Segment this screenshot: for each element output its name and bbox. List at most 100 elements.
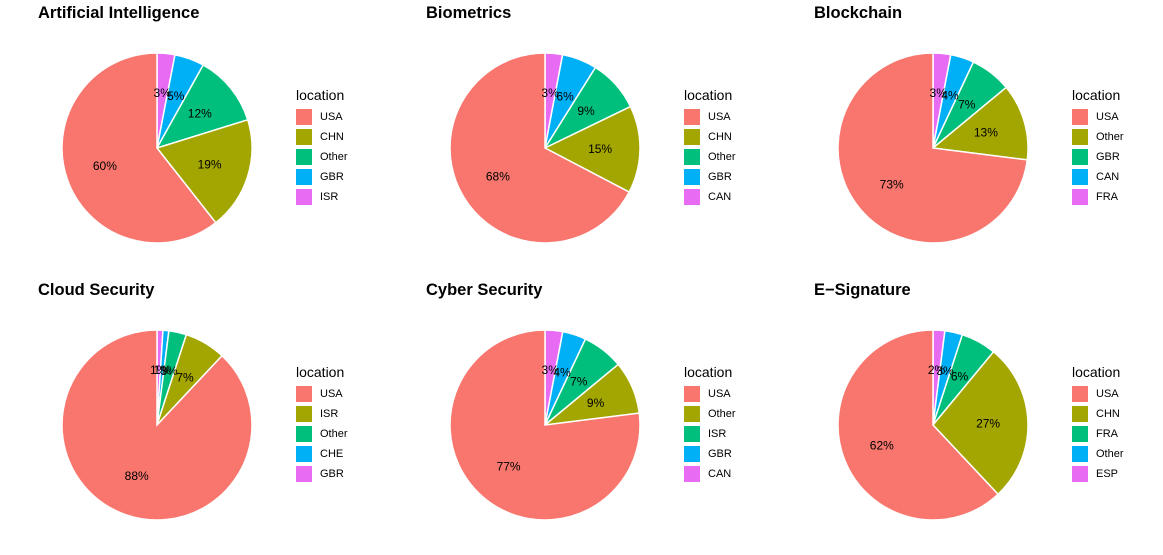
slice-label: 3%: [542, 363, 560, 377]
legend-key: [1072, 386, 1088, 402]
legend-item: FRA: [1072, 187, 1124, 207]
slice-label: 73%: [880, 177, 904, 191]
legend-label: CHN: [320, 131, 344, 143]
legend-title: location: [1072, 87, 1121, 103]
legend-key: [1072, 466, 1088, 482]
legend-item: ESP: [1072, 464, 1124, 484]
legend-key: [296, 426, 312, 442]
slice-label: 3%: [541, 86, 559, 100]
legend-label: CHN: [708, 131, 732, 143]
pie-chart: 3%4%7% 9% 77%: [449, 329, 641, 521]
legend-item: GBR: [296, 464, 348, 484]
legend-label: Other: [1096, 131, 1124, 143]
legend-item: Other: [684, 404, 736, 424]
pie-slice-usa: [61, 329, 253, 521]
legend-label: ISR: [320, 191, 339, 203]
pie-slice-chn: [155, 118, 253, 224]
legend: location USA CHN Other GBR ISR: [296, 87, 348, 207]
legend: location USA Other GBR CAN FRA: [1072, 87, 1124, 207]
slice-label: 9%: [577, 104, 595, 118]
legend-key: [296, 466, 312, 482]
legend-label: GBR: [320, 171, 344, 183]
legend-item: CHN: [296, 127, 348, 147]
legend-label: USA: [320, 388, 343, 400]
legend-label: Other: [320, 151, 348, 163]
legend-item: USA: [1072, 107, 1124, 127]
legend-label: USA: [708, 111, 731, 123]
legend: location USA CHN Other GBR CAN: [684, 87, 736, 207]
slice-label: 4%: [941, 89, 959, 103]
slice-label: 15%: [588, 142, 612, 156]
panel-blockchain: Blockchain 3% 4% 7% 13% 73% location USA Othe…: [776, 0, 1163, 277]
pie-chart: 3%6%9% 15% 68%: [449, 52, 641, 244]
pie-slice-other: [155, 63, 249, 150]
slice-label: 12%: [188, 106, 212, 120]
legend-label: CAN: [1096, 171, 1120, 183]
legend-item: ISR: [296, 404, 348, 424]
legend-key: [296, 386, 312, 402]
legend-label: FRA: [1096, 191, 1118, 203]
pie-slice-chn: [543, 105, 641, 194]
pie-chart: 2%3%6% 27% 62%: [837, 329, 1029, 521]
legend-item: GBR: [684, 167, 736, 187]
legend-key: [1072, 129, 1088, 145]
slice-label: 7%: [570, 375, 588, 389]
pie-chart: 3%4%7% 13% 73%: [837, 52, 1029, 244]
legend-key: [684, 189, 700, 205]
legend-item: CAN: [684, 464, 736, 484]
legend-key: [296, 189, 312, 205]
legend-item: Other: [1072, 127, 1124, 147]
legend-key: [684, 149, 700, 165]
pie-slice-usa: [837, 329, 1000, 521]
legend-key: [296, 109, 312, 125]
slice-label: 77%: [497, 459, 521, 473]
legend-label: Other: [320, 428, 348, 440]
legend-item: CHN: [1072, 404, 1124, 424]
legend-label: USA: [1096, 388, 1119, 400]
legend-item: Other: [296, 147, 348, 167]
legend-item: USA: [296, 107, 348, 127]
slice-label: 60%: [93, 159, 117, 173]
legend-label: USA: [708, 388, 731, 400]
legend-item: USA: [1072, 384, 1124, 404]
legend-key: [684, 109, 700, 125]
slice-label: 3%: [936, 364, 954, 378]
chart-title: Blockchain: [814, 4, 903, 22]
chart-title: Artificial Intelligence: [38, 4, 200, 22]
pie-slice-chn: [932, 350, 1029, 496]
slice-label: 1%: [154, 363, 172, 377]
chart-title: Biometrics: [426, 4, 512, 22]
panel-artificial-intelligence: Artificial Intelligence 3% 5% 12% 19% 60% lo…: [0, 0, 388, 277]
legend: location USA CHN FRA Other ESP: [1072, 364, 1124, 484]
slice-label: 4%: [553, 366, 571, 380]
legend-label: ESP: [1096, 468, 1119, 480]
legend-key: [296, 406, 312, 422]
legend-item: ISR: [296, 187, 348, 207]
slice-label: 5%: [167, 89, 185, 103]
legend-item: FRA: [1072, 424, 1124, 444]
legend-label: GBR: [708, 171, 732, 183]
legend-title: location: [684, 364, 733, 380]
legend-label: CAN: [708, 468, 732, 480]
pie-chart: 3%5%12% 19% 60%: [61, 52, 253, 244]
slice-label: 68%: [486, 170, 510, 184]
legend-label: Other: [708, 151, 736, 163]
slice-label: 2%: [928, 363, 946, 377]
legend-label: Other: [708, 408, 736, 420]
legend-key: [1072, 189, 1088, 205]
pie-slice-other: [931, 86, 1029, 161]
slice-label: 7%: [176, 371, 194, 385]
slice-label: 3%: [154, 86, 172, 100]
legend-label: ISR: [708, 428, 727, 440]
legend-item: CHE: [296, 444, 348, 464]
legend: location USA Other ISR GBR CAN: [684, 364, 736, 484]
legend-title: location: [684, 87, 733, 103]
pie-chart: 1%1%3%7% 88%: [61, 329, 253, 521]
legend-label: GBR: [320, 468, 344, 480]
legend-label: CHE: [320, 448, 344, 460]
legend-label: CAN: [708, 191, 732, 203]
legend-key: [296, 169, 312, 185]
slice-label: 7%: [958, 98, 976, 112]
legend-key: [1072, 426, 1088, 442]
slice-label: 88%: [125, 469, 149, 483]
